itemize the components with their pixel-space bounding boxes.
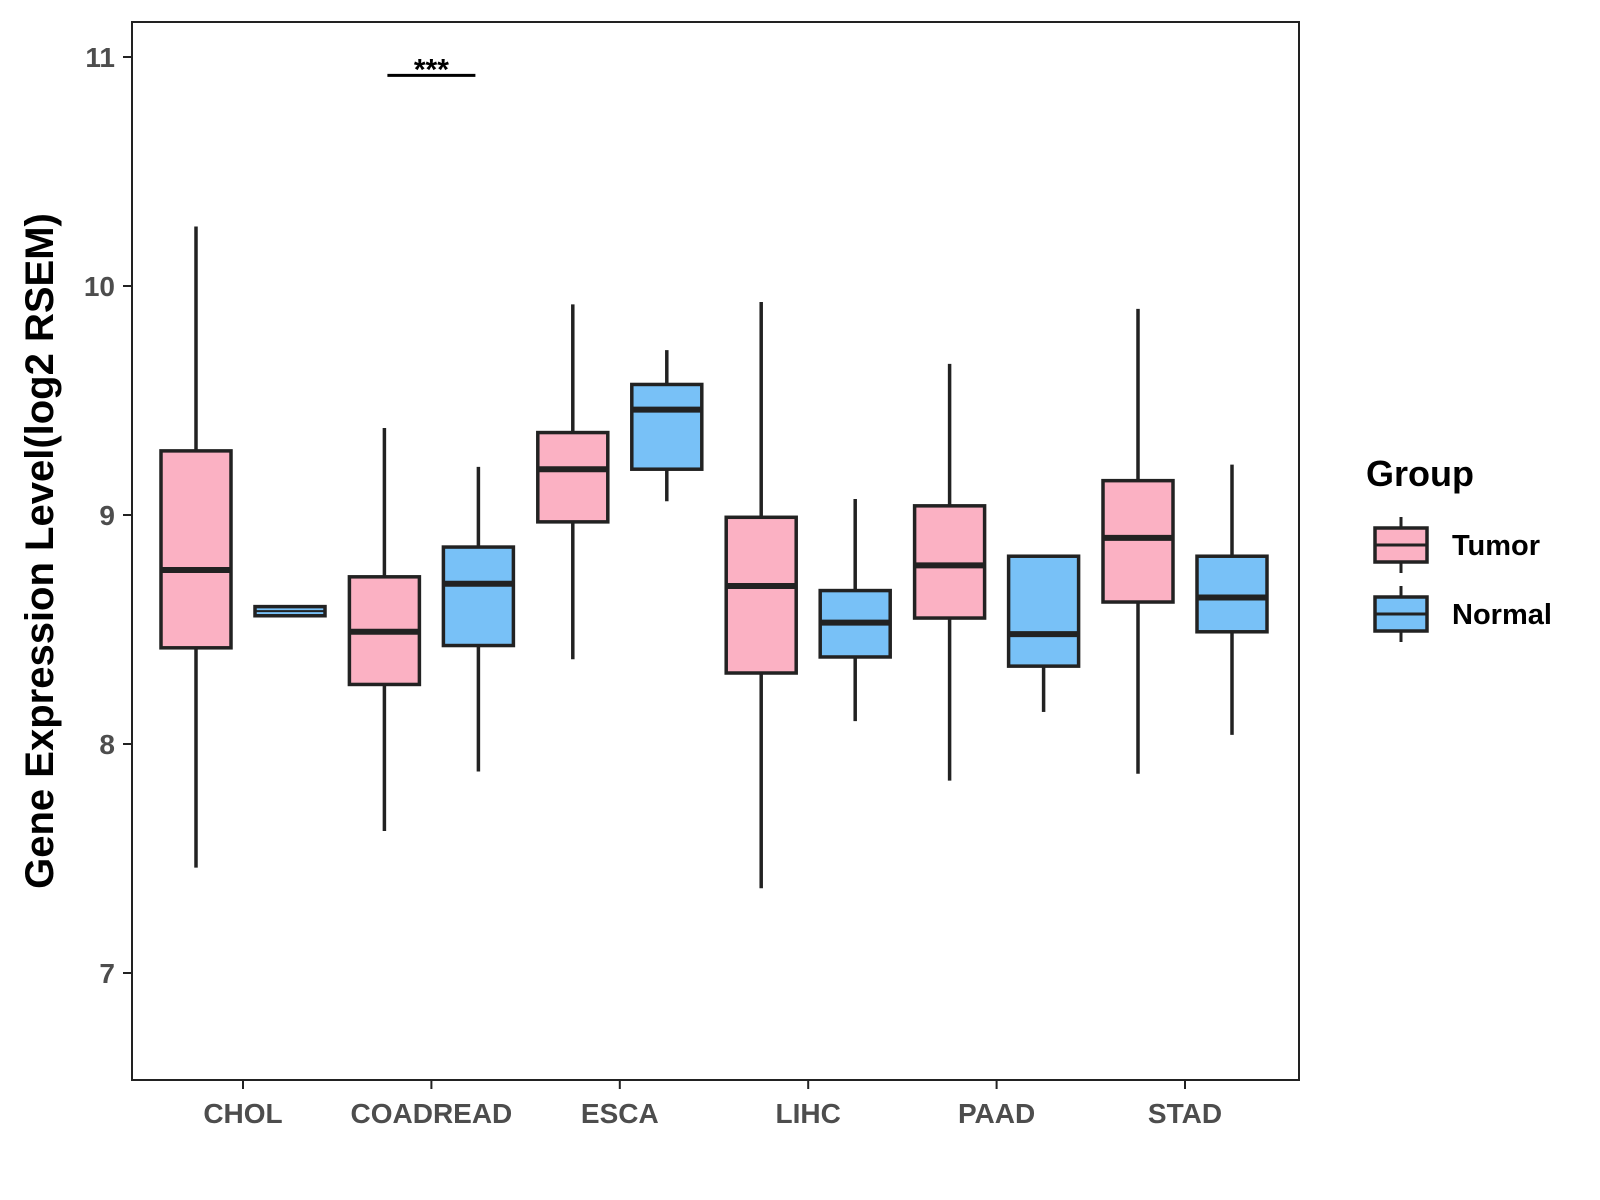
significance-label: *** — [414, 53, 449, 86]
y-tick-label: 7 — [99, 958, 115, 989]
y-axis-title: Gene Expression Level(log2 RSEM) — [18, 213, 62, 889]
interquartile-box — [536, 430, 610, 524]
x-tick-label: CHOL — [203, 1098, 282, 1129]
y-tick-label: 8 — [99, 729, 115, 760]
tumor-box-stad — [1101, 308, 1175, 774]
y-tick-label: 9 — [99, 500, 115, 531]
x-tick-label: ESCA — [581, 1098, 659, 1129]
normal-box-stad — [1195, 464, 1269, 735]
y-axis: 7 8 9 10 11 — [84, 42, 132, 989]
normal-box-lihc — [818, 498, 892, 722]
normal-box-paad — [1006, 554, 1081, 712]
tumor-box-coadread — [347, 427, 422, 832]
legend: Group Tumor Normal — [1366, 453, 1552, 642]
interquartile-box — [912, 504, 987, 620]
interquartile-box — [1101, 478, 1175, 604]
x-axis: CHOL COADREAD ESCA LIHC PAAD STAD — [203, 1080, 1222, 1129]
box-series — [159, 226, 1269, 889]
legend-label: Normal — [1452, 599, 1552, 631]
x-tick-label: LIHC — [776, 1098, 841, 1129]
x-tick-label: COADREAD — [351, 1098, 513, 1129]
interquartile-box — [1195, 554, 1269, 634]
normal-box-chol — [253, 604, 327, 618]
legend-label: Tumor — [1452, 530, 1540, 562]
legend-entry-normal: Normal — [1373, 586, 1552, 642]
significance-annotations: *** — [387, 53, 476, 86]
interquartile-box — [441, 545, 516, 648]
interquartile-box — [630, 382, 704, 471]
interquartile-box — [1006, 554, 1081, 668]
legend-title: Group — [1366, 453, 1474, 494]
x-tick-label: STAD — [1148, 1098, 1222, 1129]
legend-entry-tumor: Tumor — [1373, 517, 1540, 573]
interquartile-box — [724, 515, 798, 675]
tumor-box-esca — [536, 304, 610, 660]
tumor-box-chol — [159, 226, 233, 868]
y-tick-label: 10 — [84, 271, 115, 302]
x-tick-label: PAAD — [958, 1098, 1035, 1129]
normal-box-esca — [630, 350, 704, 502]
interquartile-box — [159, 449, 233, 650]
tumor-box-paad — [912, 363, 987, 781]
y-tick-label: 11 — [85, 42, 115, 73]
plot-border — [131, 21, 1300, 1081]
tumor-box-lihc — [724, 302, 798, 889]
normal-box-coadread — [441, 466, 516, 772]
